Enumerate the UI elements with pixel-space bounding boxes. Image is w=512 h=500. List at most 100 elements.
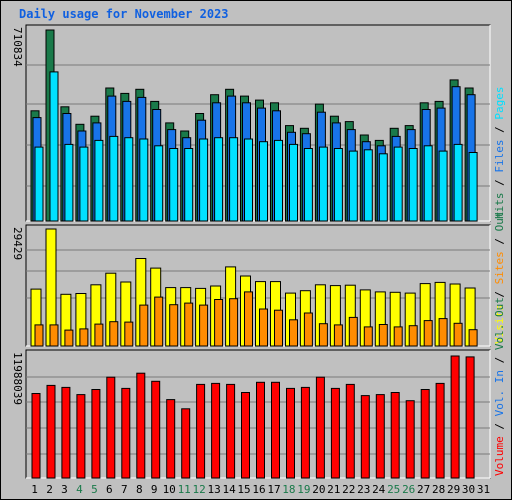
x-tick-label-day-29: 29	[447, 483, 460, 496]
bar-sites-day-9	[154, 296, 164, 347]
bar-pages-day-22	[348, 150, 358, 222]
chart-legend: Visits / Sites / Out	[493, 212, 506, 345]
x-tick-label-day-3: 3	[61, 483, 68, 496]
bar-sites-day-8	[139, 304, 149, 347]
legend-entry: Pages	[493, 87, 506, 120]
bar-volume-day-22	[345, 383, 355, 479]
bar-pages-day-26	[408, 148, 418, 222]
x-tick-label-day-10: 10	[163, 483, 176, 496]
x-tick-label-day-30: 30	[462, 483, 475, 496]
bar-sites-day-25	[393, 326, 403, 347]
bar-pages-day-14	[229, 137, 239, 222]
bar-volume-day-6	[106, 376, 116, 479]
bar-pages-day-21	[333, 148, 343, 222]
bar-pages-day-1	[34, 146, 44, 222]
bar-sites-day-28	[438, 318, 448, 347]
chart-legend: Hits / Files / Pages	[493, 87, 506, 220]
bar-pages-day-10	[169, 148, 179, 222]
bar-volume-day-3	[61, 386, 71, 479]
x-tick-label-day-22: 22	[342, 483, 355, 496]
bar-sites-day-1	[34, 324, 44, 347]
bar-volume-day-8	[136, 372, 146, 479]
bar-pages-day-17	[274, 139, 283, 222]
bar-volume-day-27	[420, 389, 430, 479]
bar-pages-day-6	[109, 135, 119, 222]
legend-entry: Volume	[493, 436, 506, 476]
bar-sites-day-27	[423, 320, 433, 347]
x-tick-label-day-14: 14	[222, 483, 236, 496]
legend-separator: /	[493, 350, 506, 370]
bar-sites-day-6	[109, 321, 119, 347]
bar-pages-day-5	[94, 139, 104, 222]
bar-sites-day-26	[408, 325, 418, 347]
legend-entry: Visits	[493, 304, 506, 344]
bar-volume-day-30	[465, 356, 475, 479]
bar-pages-day-8	[139, 138, 149, 222]
bar-pages-day-15	[244, 138, 253, 222]
legend-entry: Out	[493, 212, 506, 232]
legend-entry: Sites	[493, 251, 506, 284]
bar-sites-day-14	[229, 298, 239, 347]
bar-sites-day-5	[94, 323, 104, 347]
x-tick-label-day-7: 7	[121, 483, 128, 496]
x-tick-label-day-9: 9	[151, 483, 158, 496]
bar-pages-day-23	[363, 149, 373, 222]
x-tick-label-day-13: 13	[207, 483, 220, 496]
bar-volume-day-12	[196, 383, 206, 479]
bar-sites-day-3	[64, 329, 74, 347]
bar-pages-day-30	[468, 152, 478, 222]
x-tick-label-day-26: 26	[402, 483, 415, 496]
bar-sites-day-17	[274, 309, 283, 347]
bar-volume-day-24	[375, 394, 385, 479]
bar-volume-day-2	[46, 384, 56, 479]
bar-volume-day-4	[76, 394, 86, 479]
bar-pages-day-24	[378, 153, 388, 222]
bar-pages-day-20	[318, 146, 328, 222]
bar-sites-day-18	[289, 319, 298, 347]
bar-volume-day-10	[166, 399, 176, 479]
chart-panel-1: 710834 Hits / Files / Pages	[11, 24, 506, 222]
legend-separator: /	[493, 416, 506, 436]
x-tick-label-day-4: 4	[76, 483, 83, 496]
bar-sites-day-10	[169, 304, 179, 347]
bar-pages-day-3	[64, 143, 74, 222]
bar-sites-day-12	[199, 304, 209, 347]
bar-sites-day-16	[259, 308, 268, 347]
bar-pages-day-13	[214, 137, 224, 222]
x-tick-label-day-24: 24	[372, 483, 386, 496]
bar-sites-day-30	[468, 329, 478, 347]
bar-sites-day-19	[303, 312, 313, 347]
bar-pages-day-18	[289, 143, 298, 222]
x-tick-label-day-15: 15	[237, 483, 250, 496]
x-tick-label-day-25: 25	[387, 483, 400, 496]
legend-entry: Files	[493, 140, 506, 173]
x-tick-label-day-2: 2	[46, 483, 53, 496]
bar-sites-day-7	[124, 321, 134, 347]
x-tick-label-day-27: 27	[417, 483, 430, 496]
bar-volume-day-26	[405, 400, 415, 479]
legend-separator: /	[493, 173, 506, 193]
bar-sites-day-22	[348, 316, 358, 347]
bar-volume-day-18	[286, 387, 295, 479]
bar-volume-day-16	[256, 381, 265, 479]
x-tick-label-day-16: 16	[252, 483, 265, 496]
bar-pages-day-27	[423, 145, 433, 222]
bar-volume-day-20	[315, 376, 325, 479]
x-tick-label-day-12: 12	[192, 483, 205, 496]
x-tick-label-day-18: 18	[282, 483, 295, 496]
x-tick-label-day-8: 8	[136, 483, 143, 496]
chart-panel-2: 29429 Visits / Sites / Out	[11, 212, 506, 347]
bar-volume-day-17	[271, 381, 280, 479]
bar-volume-day-7	[121, 387, 131, 479]
bar-pages-day-7	[124, 137, 134, 222]
x-tick-label-day-5: 5	[91, 483, 98, 496]
bar-pages-day-4	[79, 146, 89, 222]
legend-separator: /	[493, 284, 506, 304]
bar-sites-day-21	[333, 324, 343, 347]
x-tick-label-day-23: 23	[357, 483, 370, 496]
legend-separator: /	[493, 120, 506, 140]
bar-volume-day-11	[181, 408, 191, 479]
bar-volume-day-19	[300, 386, 310, 479]
bar-pages-day-9	[154, 145, 164, 222]
bar-volume-day-29	[450, 355, 460, 479]
